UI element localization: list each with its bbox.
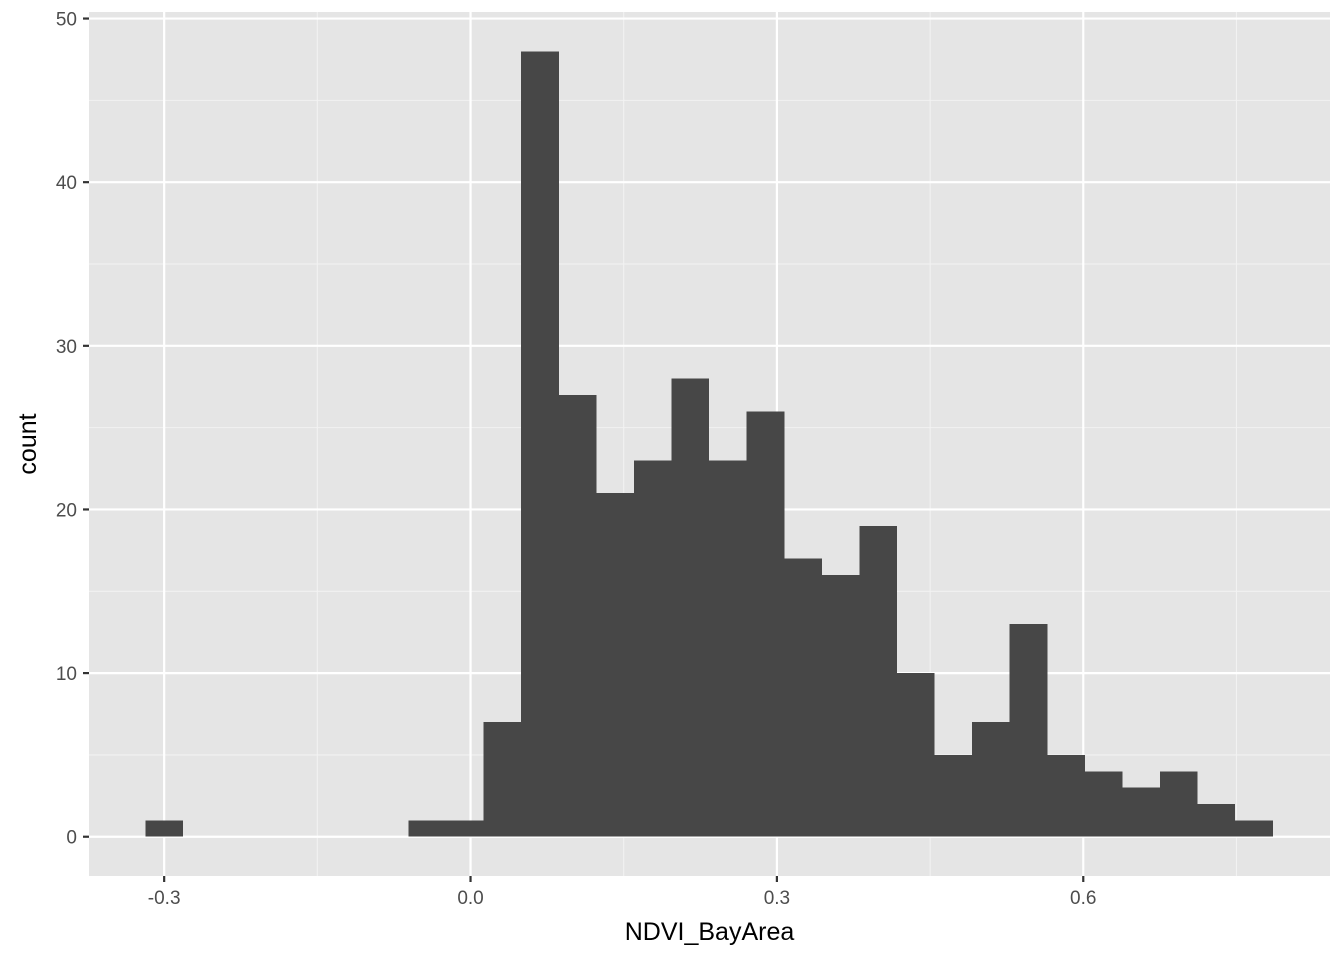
histogram-bar [1085, 771, 1123, 836]
histogram-bar [559, 395, 597, 837]
histogram-bar [972, 722, 1010, 837]
y-tick-label: 40 [56, 173, 77, 194]
histogram-bar [1235, 820, 1273, 836]
histogram-bar [1160, 771, 1198, 836]
x-tick-label: 0.6 [1070, 888, 1096, 909]
y-axis-title: count [14, 413, 42, 474]
histogram-bar [1122, 788, 1160, 837]
histogram-bar [1010, 624, 1048, 837]
x-tick-label: -0.3 [148, 888, 181, 909]
histogram-bar [709, 460, 747, 836]
histogram-bar [1047, 755, 1085, 837]
histogram-bar [784, 559, 822, 837]
x-axis: -0.3 0.0 0.3 0.6 [148, 876, 1097, 909]
histogram-bar [1198, 804, 1236, 837]
histogram-bar [672, 379, 710, 837]
histogram-bar [747, 411, 785, 836]
histogram-bar [408, 820, 446, 836]
y-axis: 0 10 20 30 40 50 [56, 10, 89, 849]
x-tick-label: 0.3 [764, 888, 790, 909]
histogram-bar [145, 820, 183, 836]
y-tick-label: 30 [56, 337, 77, 358]
y-tick-label: 10 [56, 664, 77, 685]
histogram-bar [446, 820, 484, 836]
histogram-bar [897, 673, 935, 837]
histogram-bar [634, 460, 672, 836]
histogram-bar [859, 526, 897, 837]
histogram-bar [596, 493, 634, 837]
y-tick-label: 20 [56, 500, 77, 521]
histogram-bar [484, 722, 522, 837]
histogram-bar [822, 575, 860, 837]
histogram-bar [521, 51, 559, 836]
histogram-bar [935, 755, 973, 837]
y-tick-label: 50 [56, 10, 77, 31]
x-axis-title: NDVI_BayArea [625, 918, 795, 946]
y-tick-label: 0 [66, 828, 77, 849]
x-tick-label: 0.0 [457, 888, 483, 909]
